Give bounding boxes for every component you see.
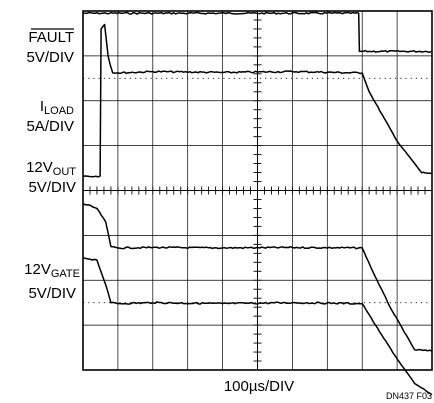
waveform-traces (82, 11, 433, 396)
figure-code: DN437 F03 (386, 391, 432, 401)
12vout-scale: 5V/DIV (28, 179, 76, 196)
channel-label-12vout: 12VOUT 5V/DIV (26, 159, 76, 196)
iload-scale: 5A/DIV (26, 118, 74, 135)
graticule (82, 10, 433, 371)
12vgate-label: 12VGATE (24, 261, 80, 280)
iload-label: ILOAD (40, 98, 74, 117)
trace-12vout (82, 203, 433, 352)
fault-scale: 5V/DIV (26, 49, 74, 66)
channel-label-iload: ILOAD 5A/DIV (26, 98, 74, 135)
channel-label-fault: FAULT 5V/DIV (26, 28, 74, 66)
fault-label: FAULT (28, 29, 74, 46)
channel-label-12vgate: 12VGATE 5V/DIV (24, 261, 80, 302)
trace-12vgate (82, 257, 433, 396)
trace-fault (83, 11, 433, 53)
12vgate-scale: 5V/DIV (28, 285, 76, 302)
12vout-label: 12VOUT (26, 159, 76, 178)
x-axis-label: 100µs/DIV (224, 378, 294, 395)
trace-iload (82, 23, 433, 178)
